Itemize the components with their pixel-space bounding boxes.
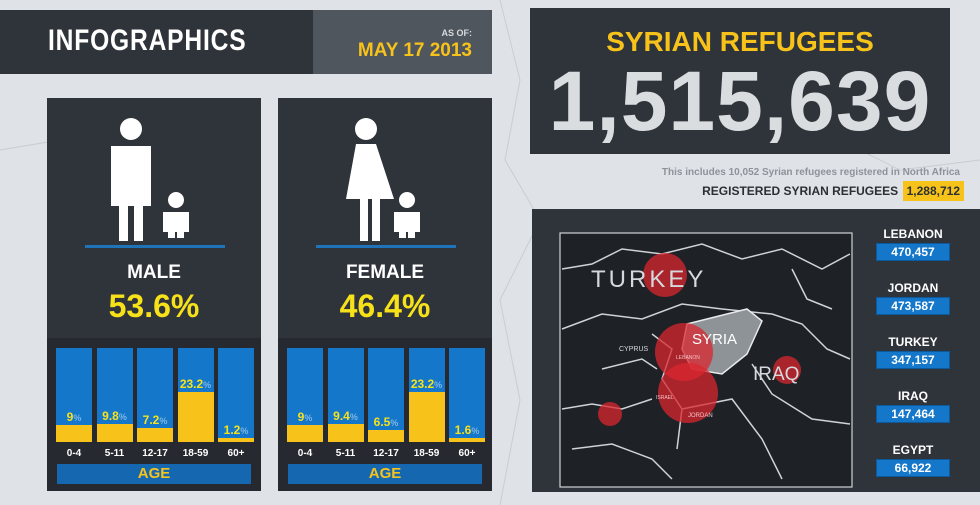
male-label: MALE xyxy=(127,262,181,283)
country-item-lebanon: LEBANON 470,457 xyxy=(876,227,950,261)
male-age-label: AGE xyxy=(57,464,251,484)
country-value: 473,587 xyxy=(876,297,950,315)
map-label-cyprus: CYPRUS xyxy=(619,346,649,353)
male-bar-value: 1.2% xyxy=(223,423,249,437)
total-refugees-box: SYRIAN REFUGEES 1,515,639 xyxy=(530,8,950,154)
country-name: JORDAN xyxy=(887,281,939,295)
female-age-range-label: 60+ xyxy=(458,448,476,459)
female-bar-fill xyxy=(327,424,364,442)
female-bar-value: 6.5% xyxy=(373,414,399,429)
male-bar-60+: 1.2% xyxy=(218,348,254,442)
country-value: 147,464 xyxy=(876,405,950,423)
north-africa-note: This includes 10,052 Syrian refugees reg… xyxy=(661,167,960,178)
country-list: LEBANON 470,457 JORDAN 473,587 TURKEY 347,157… xyxy=(864,209,980,492)
country-value: 66,922 xyxy=(876,459,950,477)
map-label-turkey: TURKEY xyxy=(591,266,706,293)
male-percent: 53.6% xyxy=(108,288,200,324)
female-bar-fill xyxy=(368,429,404,442)
female-bar-0-4: 9% xyxy=(287,348,323,442)
as-of-box: AS OF: MAY 17 2013 xyxy=(313,10,492,74)
female-bar-12-17: 6.5% xyxy=(368,348,404,442)
as-of-label: AS OF: xyxy=(441,28,473,38)
male-age-range-label: 18-59 xyxy=(182,448,209,459)
male-panel: MALE 53.6% 9% 0-4 9.8% 5-11 7.2% 12-17 23.2% 18… xyxy=(47,98,261,491)
country-item-turkey: TURKEY 347,157 xyxy=(876,335,950,369)
female-age-label: AGE xyxy=(288,464,482,484)
female-age-range-label: 18-59 xyxy=(413,448,440,459)
male-divider xyxy=(85,245,225,248)
female-age-range-label: 5-11 xyxy=(335,448,356,459)
male-bar-fill xyxy=(96,423,133,442)
male-bar-fill xyxy=(56,425,92,442)
map-graphic: TURKEY SYRIA IRAQ CYPRUS LEBANON ISRAEL … xyxy=(559,232,853,488)
country-value: 470,457 xyxy=(876,243,950,261)
female-bar-value: 23.2% xyxy=(410,377,443,392)
female-divider xyxy=(316,245,456,248)
female-panel: FEMALE 46.4% 9% 0-4 9.4% 5-11 6.5% 12-17 23.2%… xyxy=(278,98,492,491)
woman-and-child-icon xyxy=(346,118,420,241)
male-bar-fill xyxy=(218,438,254,442)
region-map: TURKEY SYRIA IRAQ CYPRUS LEBANON ISRAEL … xyxy=(532,209,864,492)
male-bar-value: 9.8% xyxy=(102,408,127,423)
total-count: 1,515,639 xyxy=(548,54,932,148)
male-age-range-label: 5-11 xyxy=(104,448,125,459)
male-age-range-label: 12-17 xyxy=(142,448,168,459)
female-bar-fill xyxy=(449,438,485,442)
country-value: 347,157 xyxy=(876,351,950,369)
male-bar-12-17: 7.2% xyxy=(137,348,173,442)
header-title-box: INFOGRAPHICS xyxy=(0,10,313,74)
female-age-chart: 9% 0-4 9.4% 5-11 6.5% 12-17 23.2% 18-59 1.6% 60+ … xyxy=(278,338,492,491)
female-bar-60+: 1.6% xyxy=(449,348,485,442)
male-bar-value: 9% xyxy=(66,410,82,425)
egypt-bubble xyxy=(598,402,622,426)
male-age-range-label: 0-4 xyxy=(66,448,82,459)
total-title: SYRIAN REFUGEES xyxy=(606,26,874,57)
registered-refugees: REGISTERED SYRIAN REFUGEES 1,288,712 xyxy=(702,181,964,201)
male-bar-value: 7.2% xyxy=(142,413,168,428)
map-label-iraq: IRAQ xyxy=(753,364,799,385)
male-bar-fill xyxy=(137,428,173,442)
man-and-child-icon xyxy=(111,118,189,241)
country-name: LEBANON xyxy=(883,227,943,241)
map-label-syria: SYRIA xyxy=(692,331,737,348)
female-age-range-label: 0-4 xyxy=(297,448,313,459)
female-bar-fill xyxy=(287,425,323,442)
male-bar-5-11: 9.8% xyxy=(96,348,133,442)
map-label-lebanon: LEBANON xyxy=(676,355,700,361)
country-name: TURKEY xyxy=(888,335,938,349)
female-bar-value: 1.6% xyxy=(454,423,480,437)
turkey-bubble xyxy=(643,253,687,297)
female-bar-fill xyxy=(408,392,445,442)
male-bar-0-4: 9% xyxy=(56,348,92,442)
female-bar-value: 9.4% xyxy=(333,409,358,424)
page-title: INFOGRAPHICS xyxy=(48,24,247,57)
male-bar-value: 23.2% xyxy=(179,377,212,392)
registered-value: 1,288,712 xyxy=(902,181,964,201)
male-bar-fill xyxy=(177,392,214,442)
female-bar-5-11: 9.4% xyxy=(327,348,364,442)
female-bar-value: 9% xyxy=(297,410,313,425)
registered-label: REGISTERED SYRIAN REFUGEES xyxy=(702,184,899,198)
map-label-israel: ISRAEL xyxy=(656,395,674,401)
country-item-jordan: JORDAN 473,587 xyxy=(876,281,950,315)
country-item-iraq: IRAQ 147,464 xyxy=(876,389,950,423)
iraq-bubble xyxy=(773,356,801,384)
map-label-jordan: JORDAN xyxy=(688,413,713,419)
country-item-egypt: EGYPT 66,922 xyxy=(876,443,950,477)
as-of-date: MAY 17 2013 xyxy=(357,40,472,61)
female-label: FEMALE xyxy=(345,262,425,283)
country-name: EGYPT xyxy=(892,443,934,457)
female-bar-18-59: 23.2% xyxy=(408,348,445,442)
country-name: IRAQ xyxy=(898,389,928,403)
jordan-bubble xyxy=(658,363,718,423)
male-age-range-label: 60+ xyxy=(227,448,245,459)
male-age-chart: 9% 0-4 9.8% 5-11 7.2% 12-17 23.2% 18-59 1.2% 60+ … xyxy=(47,338,261,491)
female-age-range-label: 12-17 xyxy=(373,448,399,459)
male-bar-18-59: 23.2% xyxy=(177,348,214,442)
female-percent: 46.4% xyxy=(339,288,431,324)
